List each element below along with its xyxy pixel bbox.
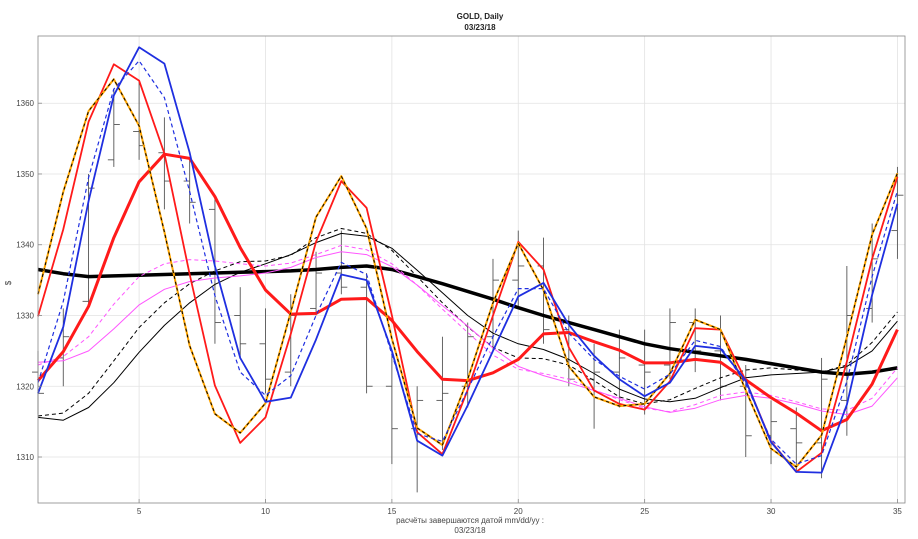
x-tick-label: 10 (261, 507, 270, 516)
y-axis-label: $ (4, 280, 13, 285)
ohlc-bar (57, 308, 70, 387)
ohlc-bar (385, 350, 398, 465)
ohlc-bar (259, 308, 272, 394)
ohlc-bar (891, 166, 904, 259)
ohlc-bar (689, 308, 702, 373)
ohlc-bar (790, 407, 803, 472)
series-line (37, 264, 898, 376)
ohlc-bar (158, 117, 171, 210)
y-tick-label: 1320 (16, 382, 34, 391)
series-lines (36, 46, 899, 474)
x-axis-label-date: 03/23/18 (454, 526, 486, 535)
y-axis-ticks: 1310 1320 1330 1340 1350 1360 (16, 99, 42, 462)
x-axis-label: расчёты завершаются датой mm/dd/yy : (396, 516, 544, 525)
ohlc-bar (107, 89, 120, 167)
x-tick-label: 15 (387, 507, 396, 516)
y-tick-label: 1340 (16, 241, 34, 250)
x-tick-label: 30 (767, 507, 776, 516)
plot-frame (37, 35, 906, 504)
ohlc-bar (436, 336, 449, 450)
y-tick-label: 1350 (16, 170, 34, 179)
series-line (37, 46, 899, 474)
y-tick-label: 1310 (16, 453, 34, 462)
chart-title: GOLD, Daily (457, 12, 504, 21)
grid (38, 36, 905, 503)
ohlc-bar (613, 329, 626, 408)
series-line (37, 63, 899, 473)
series-line (37, 78, 898, 468)
series-line (37, 60, 898, 465)
x-tick-label: 5 (137, 507, 142, 516)
price-bars (32, 81, 904, 493)
x-tick-label: 25 (640, 507, 649, 516)
ohlc-bar (310, 251, 323, 316)
series-line (37, 251, 898, 416)
x-tick-label: 20 (514, 507, 523, 516)
x-axis-ticks: 5 10 15 20 25 30 35 (137, 499, 902, 516)
ohlc-bar (663, 308, 676, 380)
chart-subtitle: 03/23/18 (464, 23, 496, 32)
ohlc-bar (82, 173, 95, 309)
ohlc-bar (234, 287, 247, 358)
series-line (37, 244, 898, 413)
y-tick-label: 1330 (16, 311, 34, 320)
y-tick-label: 1360 (16, 99, 34, 108)
x-tick-label: 35 (893, 507, 902, 516)
ohlc-bar (360, 273, 373, 394)
series-line (37, 228, 898, 417)
